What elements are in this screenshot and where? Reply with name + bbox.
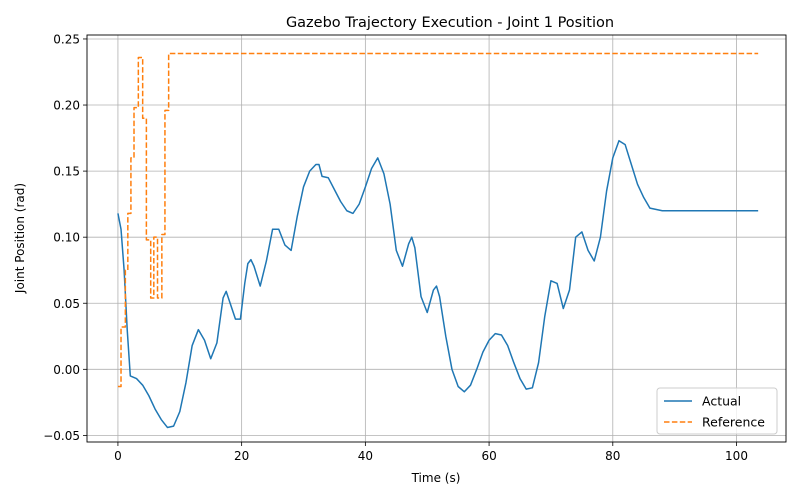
x-axis-title: Time (s) bbox=[411, 471, 461, 485]
legend: Actual Reference bbox=[656, 387, 778, 435]
y-tick-label: 0.00 bbox=[53, 363, 80, 377]
x-tick-label: 20 bbox=[234, 449, 249, 463]
y-tick-label: 0.25 bbox=[53, 32, 80, 46]
legend-label-reference: Reference bbox=[702, 415, 765, 430]
legend-box bbox=[656, 387, 778, 435]
y-tick-label: 0.05 bbox=[53, 297, 80, 311]
legend-label-actual: Actual bbox=[702, 394, 741, 409]
y-axis-ticks: −0.05 0.00 0.05 0.10 0.15 0.20 0.25 bbox=[43, 32, 87, 443]
y-axis-title: Joint Position (rad) bbox=[13, 183, 27, 294]
series-line-reference bbox=[117, 52, 759, 388]
y-tick-label: −0.05 bbox=[43, 429, 80, 443]
x-tick-label: 60 bbox=[481, 449, 496, 463]
x-tick-label: 100 bbox=[725, 449, 748, 463]
series-line-actual bbox=[117, 139, 759, 429]
y-tick-label: 0.10 bbox=[53, 231, 80, 245]
chart-title: Gazebo Trajectory Execution - Joint 1 Po… bbox=[286, 15, 614, 31]
x-axis-ticks: 0 20 40 60 80 100 bbox=[114, 442, 748, 463]
x-tick-label: 80 bbox=[605, 449, 620, 463]
grid bbox=[87, 35, 786, 442]
x-tick-label: 40 bbox=[358, 449, 373, 463]
y-tick-label: 0.20 bbox=[53, 99, 80, 113]
plot-frame bbox=[86, 34, 787, 443]
x-tick-label: 0 bbox=[114, 449, 122, 463]
y-tick-label: 0.15 bbox=[53, 165, 80, 179]
series-lines bbox=[117, 52, 759, 429]
